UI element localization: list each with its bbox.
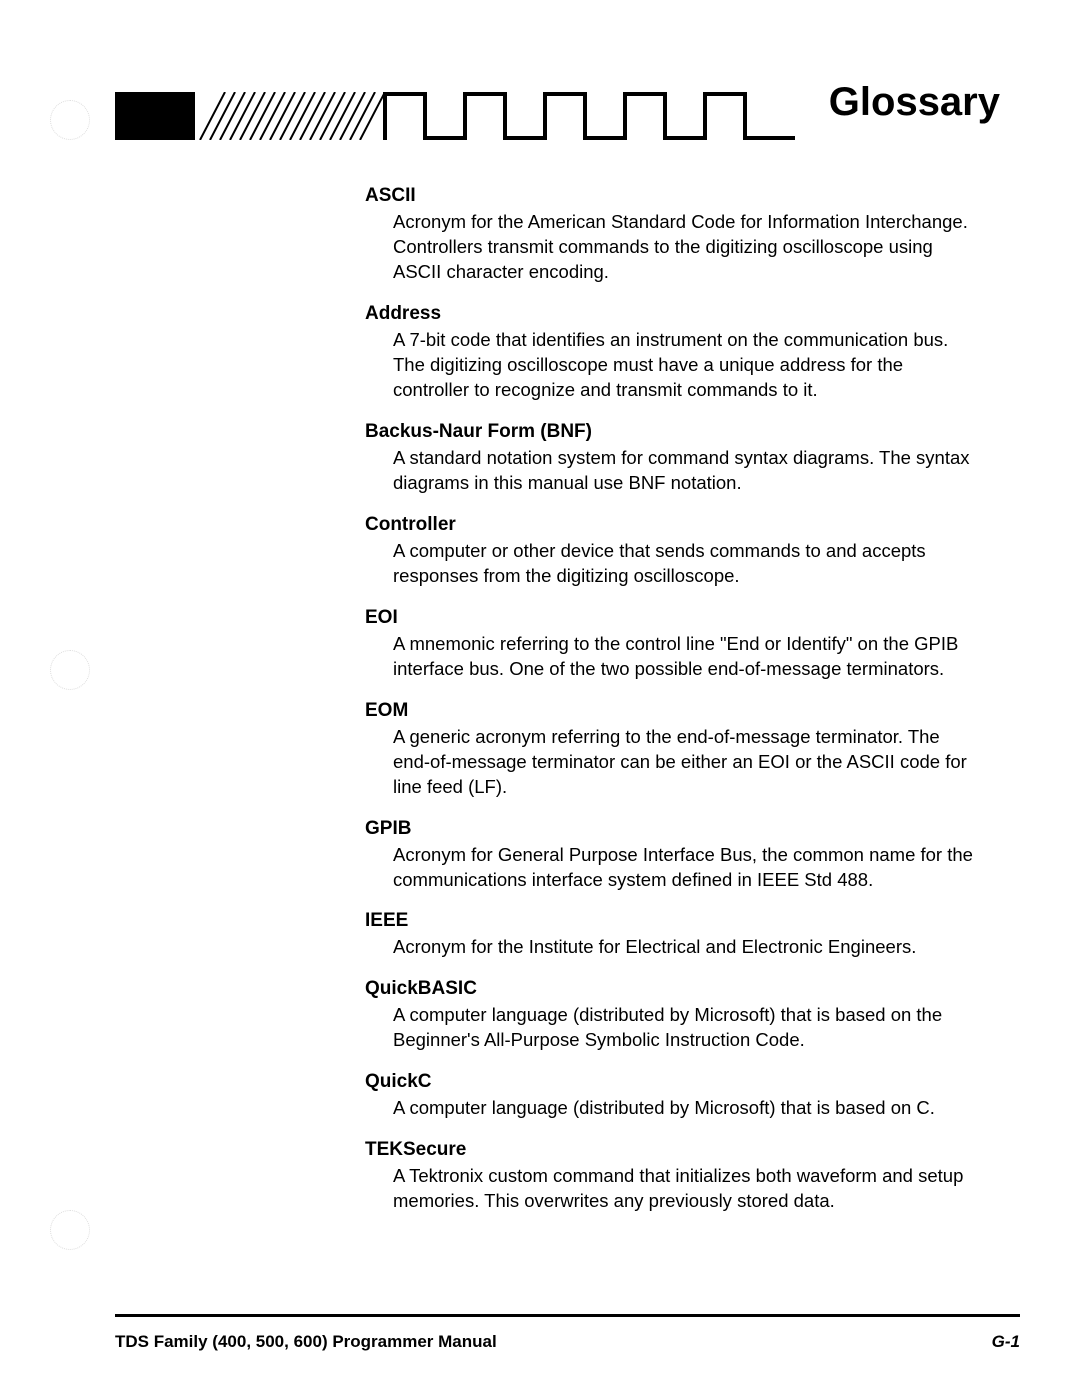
header-waveform-icon [115, 92, 795, 140]
glossary-definition: A computer language (distributed by Micr… [393, 1003, 980, 1053]
binder-mark-icon [50, 650, 90, 690]
glossary-entry: EOI A mnemonic referring to the control l… [365, 607, 980, 682]
glossary-term: Controller [365, 514, 980, 536]
glossary-entry: Controller A computer or other device tha… [365, 514, 980, 589]
glossary-entry: QuickC A computer language (distributed b… [365, 1071, 980, 1121]
glossary-entry: Backus-Naur Form (BNF) A standard notatio… [365, 421, 980, 496]
glossary-definition: Acronym for General Purpose Interface Bu… [393, 843, 980, 893]
glossary-definition: A mnemonic referring to the control line… [393, 632, 980, 682]
glossary-definition: Acronym for the American Standard Code f… [393, 210, 980, 285]
page: Glossary ASCII Acronym for the American S… [0, 0, 1080, 1397]
footer-page-number: G-1 [992, 1332, 1020, 1352]
glossary-entry: ASCII Acronym for the American Standard C… [365, 185, 980, 285]
glossary-definition: A computer language (distributed by Micr… [393, 1096, 980, 1121]
glossary-term: GPIB [365, 818, 980, 840]
glossary-term: IEEE [365, 910, 980, 932]
glossary-entry: Address A 7-bit code that identifies an i… [365, 303, 980, 403]
footer: TDS Family (400, 500, 600) Programmer Ma… [115, 1332, 1020, 1352]
glossary-term: QuickBASIC [365, 978, 980, 1000]
glossary-term: TEKSecure [365, 1139, 980, 1161]
glossary-definition: A 7-bit code that identifies an instrume… [393, 328, 980, 403]
glossary-entry: EOM A generic acronym referring to the en… [365, 700, 980, 800]
glossary-definition: A standard notation system for command s… [393, 446, 980, 496]
glossary-definition: Acronym for the Institute for Electrical… [393, 935, 980, 960]
glossary-content: ASCII Acronym for the American Standard C… [365, 185, 980, 1214]
footer-left: TDS Family (400, 500, 600) Programmer Ma… [115, 1332, 497, 1352]
glossary-entry: QuickBASIC A computer language (distribut… [365, 978, 980, 1053]
glossary-term: Address [365, 303, 980, 325]
page-title: Glossary [829, 80, 1000, 125]
glossary-entry: GPIB Acronym for General Purpose Interfac… [365, 818, 980, 893]
binder-mark-icon [50, 1210, 90, 1250]
glossary-term: EOI [365, 607, 980, 629]
glossary-term: EOM [365, 700, 980, 722]
glossary-definition: A generic acronym referring to the end-o… [393, 725, 980, 800]
glossary-definition: A Tektronix custom command that initiali… [393, 1164, 980, 1214]
glossary-entry: TEKSecure A Tektronix custom command that… [365, 1139, 980, 1214]
glossary-term: ASCII [365, 185, 980, 207]
glossary-term: QuickC [365, 1071, 980, 1093]
glossary-entry: IEEE Acronym for the Institute for Electr… [365, 910, 980, 960]
glossary-term: Backus-Naur Form (BNF) [365, 421, 980, 443]
glossary-definition: A computer or other device that sends co… [393, 539, 980, 589]
binder-mark-icon [50, 100, 90, 140]
footer-rule [115, 1314, 1020, 1317]
